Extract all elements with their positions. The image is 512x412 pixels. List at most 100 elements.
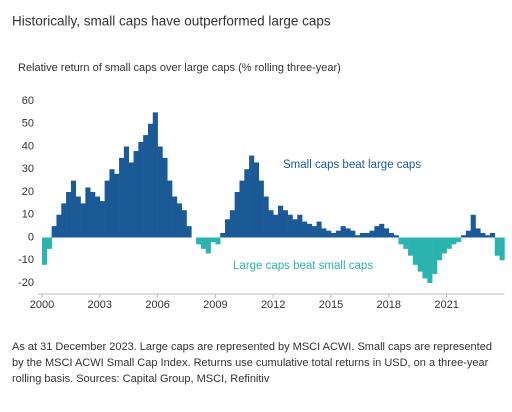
bar xyxy=(432,237,438,274)
bar xyxy=(485,235,491,238)
y-tick-label: 20 xyxy=(22,186,34,198)
y-tick-label: 40 xyxy=(22,140,34,152)
bar xyxy=(119,157,125,238)
bar xyxy=(278,205,284,238)
x-tick-label: 2009 xyxy=(203,299,227,311)
bar xyxy=(470,214,476,238)
bar xyxy=(94,196,101,238)
bar xyxy=(326,230,332,238)
bar xyxy=(451,237,457,245)
bar xyxy=(403,237,409,249)
bar xyxy=(167,180,173,238)
y-tick-label: -20 xyxy=(18,277,34,289)
bar xyxy=(359,232,366,238)
bar xyxy=(56,214,62,238)
bar xyxy=(321,228,327,238)
y-tick-label: -10 xyxy=(18,254,34,266)
bar xyxy=(388,232,394,238)
bar xyxy=(75,196,81,238)
bar xyxy=(287,214,293,238)
bar xyxy=(138,141,144,238)
bar xyxy=(210,237,216,243)
bar xyxy=(273,214,279,238)
bar xyxy=(162,157,168,238)
chart-subtitle: Relative return of small caps over large… xyxy=(18,62,341,74)
bar xyxy=(109,169,115,238)
bar xyxy=(90,192,96,238)
x-tick-label: 2012 xyxy=(261,299,285,311)
bar xyxy=(128,162,134,238)
bar xyxy=(282,210,288,238)
bar xyxy=(417,237,423,272)
chart-title: Historically, small caps have outperform… xyxy=(12,14,331,29)
annotation: Small caps beat large caps xyxy=(283,159,421,171)
bar xyxy=(446,237,452,249)
bar xyxy=(229,210,235,238)
bar xyxy=(398,237,404,245)
y-tick-label: 50 xyxy=(22,118,34,130)
bar xyxy=(152,112,158,238)
y-tick-label: 0 xyxy=(28,231,34,243)
bar xyxy=(379,223,385,238)
bar xyxy=(205,237,211,254)
bar xyxy=(249,155,255,238)
bar xyxy=(215,237,221,245)
bar xyxy=(302,221,308,238)
bar xyxy=(172,196,178,238)
bar xyxy=(292,219,298,238)
bar xyxy=(42,237,48,265)
bar xyxy=(297,214,303,238)
bar xyxy=(258,180,264,238)
bar xyxy=(85,187,91,238)
bar xyxy=(104,180,110,238)
bar xyxy=(412,237,418,265)
bar xyxy=(374,226,380,238)
bar xyxy=(263,196,269,238)
bar xyxy=(268,210,274,238)
y-tick-label: 10 xyxy=(22,209,34,221)
bar xyxy=(330,232,337,238)
bar xyxy=(220,232,226,238)
bar xyxy=(80,203,86,238)
bar xyxy=(239,180,245,238)
bar xyxy=(123,146,129,238)
annotation: Large caps beat small caps xyxy=(233,260,373,272)
bar xyxy=(196,237,202,245)
bar xyxy=(480,232,486,238)
bar xyxy=(70,180,77,238)
bar xyxy=(456,237,462,243)
bar xyxy=(147,123,154,238)
bar xyxy=(181,210,187,238)
bar xyxy=(461,235,467,238)
bar xyxy=(369,230,375,238)
bar xyxy=(143,135,149,238)
x-tick-label: 2006 xyxy=(145,299,169,311)
bar xyxy=(114,173,120,238)
bar xyxy=(133,151,139,238)
x-tick-label: 2003 xyxy=(88,299,112,311)
bar xyxy=(225,219,231,238)
bar xyxy=(61,203,67,238)
bar xyxy=(234,192,240,238)
bar xyxy=(436,237,443,261)
x-tick-label: 2015 xyxy=(319,299,343,311)
y-tick-label: 60 xyxy=(22,95,34,107)
bar xyxy=(340,226,346,238)
bar xyxy=(393,235,399,238)
bar xyxy=(176,203,182,238)
bar xyxy=(335,230,341,238)
bar xyxy=(408,237,414,256)
bar xyxy=(311,226,317,238)
bar xyxy=(475,228,481,238)
bar xyxy=(200,237,207,249)
footnote: As at 31 December 2023. Large caps are r… xyxy=(12,341,492,385)
bar xyxy=(465,230,471,238)
y-tick-label: 30 xyxy=(22,163,34,175)
bar xyxy=(499,237,505,261)
bar xyxy=(427,237,433,283)
chart: Historically, small caps have outperform… xyxy=(12,14,505,311)
bar xyxy=(422,237,428,279)
bar xyxy=(345,228,351,238)
bar xyxy=(66,192,72,238)
